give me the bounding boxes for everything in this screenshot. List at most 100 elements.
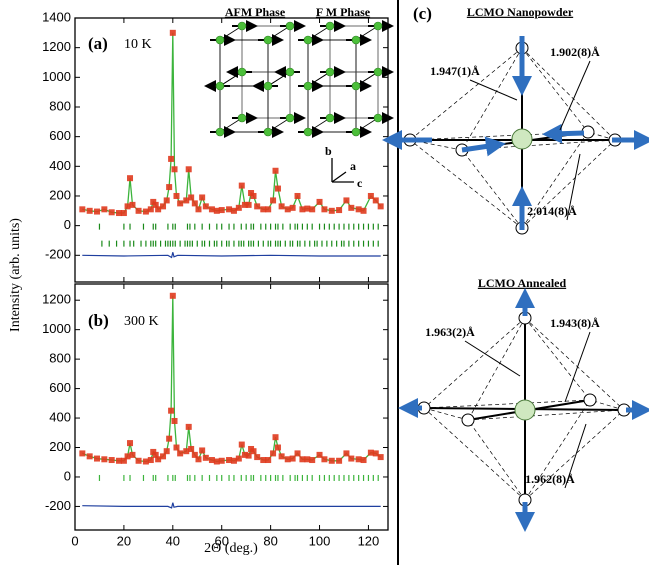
atom — [285, 67, 295, 77]
axis-letter: a — [350, 159, 356, 173]
observed-point — [188, 194, 195, 201]
leader — [559, 60, 591, 131]
cube-edge — [219, 25, 243, 41]
observed-point — [304, 205, 311, 212]
observed-point — [173, 444, 180, 451]
observed-point — [360, 207, 367, 214]
observed-point — [294, 192, 301, 199]
octahedron-edge — [461, 149, 523, 229]
octahedron-edge — [524, 399, 591, 501]
observed-point — [213, 458, 220, 465]
cube-edge — [307, 71, 331, 87]
observed-point — [284, 456, 291, 463]
observed-point — [208, 457, 215, 464]
observed-point — [127, 440, 134, 447]
cube-edge — [219, 85, 269, 133]
manganese — [511, 128, 533, 150]
y-tick-label: 0 — [64, 468, 71, 483]
displacement-arrow — [461, 136, 506, 157]
observed-point — [294, 450, 301, 457]
octahedron-edge — [521, 131, 589, 229]
observed-point — [270, 197, 277, 204]
oxygen — [583, 393, 597, 407]
atom — [263, 81, 273, 91]
observed-point — [218, 207, 225, 214]
observed-point — [168, 155, 175, 162]
observed-point — [177, 200, 184, 207]
observed-point — [289, 204, 296, 211]
atom — [373, 67, 383, 77]
observed-point — [235, 455, 242, 462]
observed-point — [127, 175, 134, 182]
x-tick-label: 80 — [263, 533, 277, 548]
atom — [303, 81, 313, 91]
atom — [351, 35, 361, 45]
axis-letter: c — [357, 176, 363, 190]
observed-point — [321, 206, 328, 213]
observed-point — [250, 192, 257, 199]
observed-point — [309, 457, 316, 464]
observed-point — [278, 203, 285, 210]
inset-title: F M Phase — [316, 5, 371, 19]
leader — [469, 79, 518, 101]
axis-letter: b — [325, 144, 332, 158]
cube-edge — [355, 25, 379, 41]
y-tick-label: 0 — [64, 217, 71, 232]
observed-point — [155, 206, 162, 213]
observed-point — [108, 209, 115, 216]
atom — [285, 21, 295, 31]
cube-edge — [329, 25, 379, 73]
y-tick-label: 600 — [49, 128, 71, 143]
observed-point — [120, 457, 127, 464]
y-tick-label: 200 — [49, 187, 71, 202]
observed-point — [199, 447, 206, 454]
atom — [285, 113, 295, 123]
observed-point — [336, 457, 343, 464]
y-tick-label: 1200 — [42, 292, 71, 307]
observed-point — [116, 210, 123, 217]
observed-point — [202, 203, 209, 210]
bond-length: 1.902(8)Å — [550, 45, 600, 59]
difference-line — [82, 252, 381, 259]
octahedron-edge — [521, 139, 616, 229]
octahedron-edge — [524, 317, 591, 401]
observed-point — [213, 207, 220, 214]
octahedron-edge — [467, 409, 625, 421]
observed-point — [270, 450, 277, 457]
atom — [215, 81, 225, 91]
observed-point — [377, 203, 384, 210]
observed-point — [360, 457, 367, 464]
observed-point — [116, 457, 123, 464]
bond-length: 2.014(8)Å — [527, 204, 577, 218]
observed-point — [142, 208, 149, 215]
cube-edge — [267, 71, 291, 87]
bond-length: 1.962(8)Å — [525, 472, 575, 486]
observed-point — [235, 204, 242, 211]
y-tick-label: -200 — [45, 498, 71, 513]
cube-edge — [219, 39, 269, 87]
temperature: 10 K — [124, 37, 152, 52]
panel-label: (a) — [88, 34, 108, 53]
observed-point — [191, 200, 198, 207]
observed-point — [177, 450, 184, 457]
octahedron-edge — [467, 419, 526, 501]
observed-point — [160, 453, 167, 460]
y-tick-label: 1000 — [42, 69, 71, 84]
observed-point — [218, 457, 225, 464]
atom — [303, 127, 313, 137]
observed-point — [343, 197, 350, 204]
observed-point — [124, 453, 131, 460]
observed-point — [274, 444, 281, 451]
observed-point — [120, 210, 127, 217]
observed-point — [241, 451, 248, 458]
atom — [263, 35, 273, 45]
cube-edge — [329, 71, 379, 119]
observed-point — [377, 454, 384, 461]
observed-point — [195, 456, 202, 463]
leader — [464, 340, 521, 377]
observed-point — [79, 450, 86, 457]
cube-edge — [307, 117, 331, 133]
observed-point — [191, 451, 198, 458]
observed-point — [367, 192, 374, 199]
observed-point — [94, 455, 101, 462]
